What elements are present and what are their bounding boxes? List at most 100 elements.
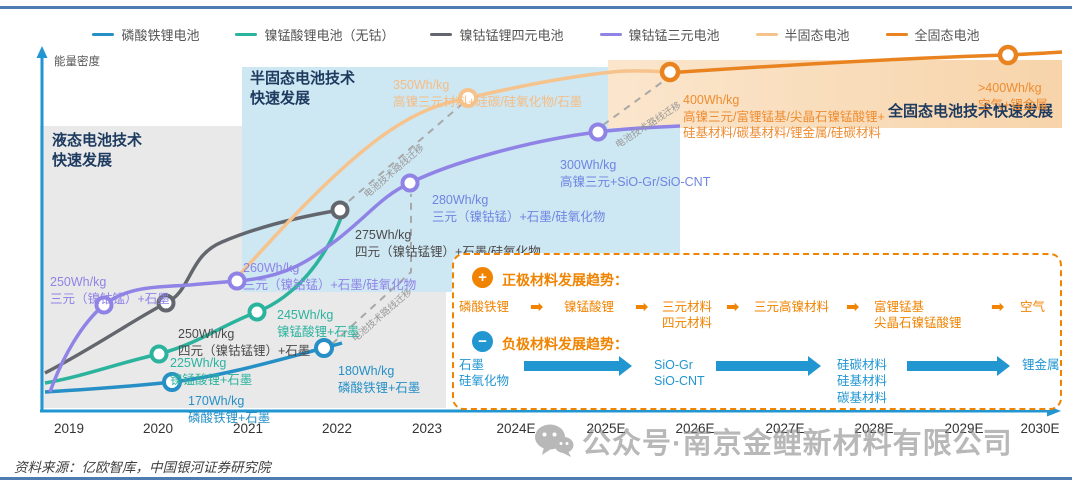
legend-label: 镍钴锰三元电池 xyxy=(628,28,720,43)
plus-icon: + xyxy=(472,267,493,288)
point-value: 280Wh/kg xyxy=(432,193,489,208)
y-axis-label: 能量密度 xyxy=(54,56,100,68)
marker-lnmo-245 xyxy=(247,302,267,322)
point-material: 高镍三元+SiO-Gr/SiO-CNT xyxy=(560,174,711,189)
cathode-item: 空气 xyxy=(1020,300,1046,314)
arrow-right-icon: ➡ xyxy=(635,299,649,316)
long-arrow-right-icon xyxy=(907,356,1010,376)
x-tick-2021: 2021 xyxy=(232,421,264,436)
legend-label: 镍锰酸锂电池（无钴） xyxy=(264,28,395,43)
point-material: 三元（镍钴锰）+石墨/硅氧化物 xyxy=(432,209,606,224)
point-material: 磷酸铁锂+石墨 xyxy=(188,410,271,425)
wechat-icon xyxy=(535,424,574,457)
point-value: 350Wh/kg xyxy=(393,78,450,93)
top-divider xyxy=(0,6,1072,9)
point-material: 高镍三元/富锂锰基/尖晶石镍锰酸锂+ 硅基材料/碳基材料/锂金属/硅碳材料 xyxy=(683,109,885,140)
anode-item: 锂金属 xyxy=(1022,358,1060,372)
cathode-trend-title: 正极材料发展趋势： xyxy=(502,272,628,288)
marker-lfp-170 xyxy=(162,372,182,392)
marker-ncm-260 xyxy=(227,271,247,291)
point-value: 225Wh/kg xyxy=(170,356,227,371)
material-trends-box: + 正极材料发展趋势： 磷酸铁锂 ➡ 镍锰酸锂 ➡ 三元材料 四元材料 ➡ 三元… xyxy=(452,253,1062,410)
legend-dash-icon xyxy=(92,33,115,36)
legend-label: 磷酸铁锂电池 xyxy=(121,28,200,43)
marker-quaternary-275 xyxy=(330,200,350,220)
x-tick-2029e: 2029E xyxy=(944,421,984,436)
anode-item: 硅碳材料 硅基材料 碳基材料 xyxy=(837,358,888,405)
lnmo-curve xyxy=(44,202,348,385)
point-label-lfp-180: 180Wh/kg 磷酸铁锂+石墨 xyxy=(338,347,420,396)
point-value: 250Wh/kg xyxy=(50,275,107,290)
minus-icon: − xyxy=(472,331,493,352)
point-label-quaternary-250: 250Wh/kg 四元（镍钴锰锂）+石墨 xyxy=(178,310,310,359)
legend-dash-icon xyxy=(430,33,453,36)
legend-dash-icon xyxy=(755,33,778,36)
chart-legend: 磷酸铁锂电池 镍锰酸锂电池（无钴） 镍钴锰锂四元电池 镍钴锰三元电池 半固态电池… xyxy=(0,25,1072,44)
solidstate-region-title: 全固态电池技术快速发展 xyxy=(888,103,1054,120)
point-label-lnmo-225: 225Wh/kg 镍锰酸锂+石墨 xyxy=(170,339,252,388)
point-material: 磷酸铁锂+石墨 xyxy=(338,380,421,395)
semisolid-region-title: 半固态电池技术 快速发展 xyxy=(250,70,356,108)
point-label-lfp-170: 170Wh/kg 磷酸铁锂+石墨 xyxy=(188,377,270,426)
marker-ncm-250 xyxy=(94,295,114,315)
source-note: 资料来源：亿欧智库，中国银河证券研究院 xyxy=(14,460,271,475)
x-tick-2028e: 2028E xyxy=(854,421,894,436)
anode-item: 石墨 硅氧化物 xyxy=(459,358,510,389)
x-tick-2026e: 2026E xyxy=(675,421,715,436)
point-value: 170Wh/kg xyxy=(188,394,245,409)
arrow-right-icon: ➡ xyxy=(846,299,860,316)
quaternary-curve xyxy=(44,208,341,375)
point-label-ncm-300: 300Wh/kg 高镍三元+SiO-Gr/SiO-CNT xyxy=(560,141,710,190)
legend-label: 半固态电池 xyxy=(784,28,850,43)
legend-item-lfp: 磷酸铁锂电池 xyxy=(92,25,199,44)
legend-label: 镍钴锰锂四元电池 xyxy=(459,28,564,43)
point-value: 245Wh/kg xyxy=(277,308,334,323)
anode-item: SiO-Gr SiO-CNT xyxy=(654,358,705,389)
legend-item-quaternary: 镍钴锰锂四元电池 xyxy=(430,25,564,44)
x-tick-2020: 2020 xyxy=(142,421,174,436)
y-axis-arrow-icon xyxy=(36,46,48,58)
marker-semisolid-350 xyxy=(458,88,478,108)
cathode-item: 富锂锰基 尖晶石镍锰酸锂 xyxy=(874,300,962,331)
legend-item-ncm: 镍钴锰三元电池 xyxy=(599,25,720,44)
point-material: 镍锰酸锂+石墨 xyxy=(170,372,253,387)
x-tick-2027e: 2027E xyxy=(765,421,805,436)
x-tick-2025e: 2025E xyxy=(586,421,626,436)
liquid-region-title: 液态电池技术 快速发展 xyxy=(52,132,143,170)
marker-lnmo-225 xyxy=(149,344,169,364)
cathode-item: 三元材料 四元材料 xyxy=(662,300,713,331)
legend-item-semisolid: 半固态电池 xyxy=(755,25,850,44)
arrow-right-icon: ➡ xyxy=(530,299,544,316)
point-value: 300Wh/kg xyxy=(560,158,617,173)
legend-item-solid: 全固态电池 xyxy=(885,25,980,44)
cathode-item: 磷酸铁锂 xyxy=(459,300,510,314)
x-tick-2019: 2019 xyxy=(53,421,85,436)
arrow-right-icon: ➡ xyxy=(991,299,1005,316)
marker-ncm-280 xyxy=(400,173,420,193)
cathode-item: 三元高镍材料 xyxy=(754,300,830,314)
legend-dash-icon xyxy=(885,33,908,36)
long-arrow-right-icon xyxy=(716,356,821,376)
x-tick-2024e: 2024E xyxy=(496,421,536,436)
x-tick-2022: 2022 xyxy=(321,421,353,436)
point-value: 250Wh/kg xyxy=(178,327,235,342)
marker-solid-400 xyxy=(659,61,681,83)
point-value: >400Wh/kg xyxy=(978,81,1042,96)
point-label-solid-400: 400Wh/kg 高镍三元/富锂锰基/尖晶石镍锰酸锂+ 硅基材料/碳基材料/锂金属… xyxy=(683,76,885,141)
legend-dash-icon xyxy=(599,33,622,36)
migration-dashed-line xyxy=(348,104,462,202)
anode-trend-title: 负极材料发展趋势： xyxy=(502,336,628,352)
point-material: 高镍三元材料+硅碳/硅氧化物/石墨 xyxy=(393,94,583,109)
long-arrow-right-icon xyxy=(524,356,632,376)
point-material: 空气+锂金属 xyxy=(978,97,1048,112)
point-value: 275Wh/kg xyxy=(355,228,412,243)
point-value: 400Wh/kg xyxy=(683,93,740,108)
point-label-ncm-250: 250Wh/kg 三元（镍钴锰）+石墨 xyxy=(50,258,170,307)
point-material: 三元（镍钴锰）+石墨/硅氧化物 xyxy=(243,277,417,292)
marker-lfp-180 xyxy=(314,338,334,358)
watermark-text: 公众号·南京金鲤新材料有限公司 xyxy=(582,428,1013,460)
point-label-solid-400plus: >400Wh/kg 空气+锂金属 xyxy=(978,64,1048,113)
point-material: 四元（镍钴锰锂）+石墨 xyxy=(178,343,311,358)
